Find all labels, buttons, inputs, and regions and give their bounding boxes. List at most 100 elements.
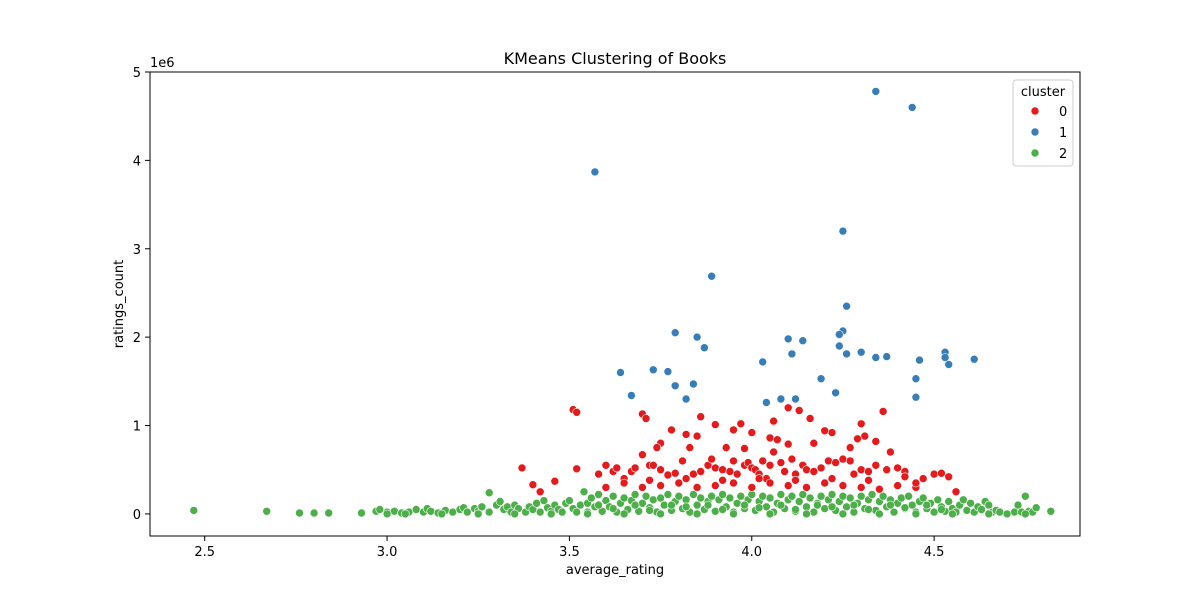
- point-cluster-0: [550, 476, 560, 486]
- point-cluster-2: [539, 496, 549, 505]
- x-tick-label: 3.0: [377, 545, 398, 560]
- point-cluster-2: [510, 509, 520, 519]
- point-cluster-2: [791, 505, 800, 514]
- point-cluster-2: [776, 490, 786, 499]
- y-tick-label: 0: [133, 508, 141, 523]
- point-cluster-2: [692, 509, 702, 519]
- point-cluster-0: [729, 425, 738, 435]
- point-cluster-2: [608, 504, 618, 513]
- legend-box: [1012, 79, 1074, 167]
- y-offset-label: 1e6: [150, 56, 175, 71]
- point-cluster-0: [638, 450, 647, 460]
- plot-frame: [149, 71, 1081, 537]
- point-cluster-2: [557, 507, 567, 517]
- point-cluster-2: [710, 506, 720, 516]
- point-cluster-0: [820, 426, 830, 436]
- point-cluster-0: [601, 460, 611, 470]
- point-cluster-2: [889, 507, 899, 517]
- point-cluster-0: [710, 463, 720, 473]
- point-cluster-2: [641, 491, 651, 501]
- point-cluster-0: [594, 469, 603, 479]
- point-cluster-1: [842, 301, 851, 311]
- point-cluster-2: [798, 490, 808, 499]
- point-cluster-2: [937, 505, 946, 514]
- point-cluster-1: [944, 360, 954, 369]
- point-cluster-1: [670, 381, 680, 391]
- point-cluster-0: [787, 454, 797, 464]
- point-cluster-2: [696, 493, 706, 503]
- point-cluster-0: [678, 456, 687, 466]
- point-cluster-2: [842, 502, 851, 512]
- point-cluster-0: [572, 464, 582, 474]
- point-cluster-0: [783, 481, 793, 490]
- point-cluster-2: [878, 491, 888, 501]
- point-cluster-2: [619, 509, 629, 519]
- point-cluster-2: [762, 502, 771, 512]
- point-cluster-1: [670, 328, 680, 338]
- point-cluster-0: [535, 487, 545, 497]
- point-cluster-0: [758, 456, 768, 466]
- point-cluster-1: [783, 334, 793, 344]
- point-cluster-1: [834, 330, 844, 339]
- point-cluster-1: [776, 394, 786, 404]
- point-cluster-0: [900, 472, 910, 482]
- point-cluster-0: [667, 425, 676, 435]
- point-cluster-2: [962, 506, 972, 515]
- point-cluster-1: [798, 336, 808, 346]
- point-cluster-0: [638, 483, 647, 492]
- point-cluster-2: [189, 506, 199, 515]
- x-axis-label: average_rating: [566, 563, 664, 578]
- point-cluster-0: [692, 483, 702, 492]
- point-cluster-1: [700, 343, 709, 353]
- point-cluster-1: [692, 332, 702, 342]
- point-cluster-0: [886, 447, 895, 457]
- point-cluster-2: [838, 491, 848, 501]
- point-cluster-2: [904, 491, 913, 501]
- point-cluster-0: [780, 467, 789, 476]
- point-cluster-0: [805, 414, 815, 423]
- point-cluster-0: [802, 465, 811, 475]
- point-cluster-0: [736, 419, 746, 429]
- point-cluster-2: [426, 506, 436, 516]
- point-cluster-2: [594, 500, 603, 510]
- point-cluster-2: [532, 498, 541, 508]
- point-cluster-0: [791, 475, 800, 485]
- point-cluster-0: [729, 456, 738, 466]
- point-cluster-0: [871, 460, 881, 470]
- point-cluster-2: [732, 498, 742, 508]
- point-cluster-2: [729, 509, 738, 519]
- point-cluster-2: [382, 509, 392, 519]
- point-cluster-2: [864, 505, 873, 514]
- point-cluster-0: [630, 463, 640, 473]
- point-cluster-2: [1031, 503, 1041, 513]
- point-cluster-2: [477, 502, 487, 512]
- point-cluster-0: [601, 483, 611, 492]
- point-cluster-0: [838, 481, 848, 490]
- point-cluster-0: [721, 443, 731, 452]
- point-cluster-2: [984, 500, 994, 510]
- point-cluster-0: [725, 467, 735, 476]
- point-cluster-2: [944, 497, 954, 506]
- point-cluster-0: [619, 478, 629, 488]
- point-cluster-2: [262, 506, 272, 516]
- point-cluster-2: [765, 493, 775, 503]
- point-cluster-2: [495, 497, 505, 506]
- point-cluster-0: [656, 481, 665, 490]
- point-cluster-2: [630, 500, 640, 510]
- point-cluster-2: [995, 507, 1005, 517]
- point-cluster-2: [663, 490, 673, 499]
- legend: cluster 0 1 2: [1012, 79, 1074, 167]
- point-cluster-2: [400, 509, 410, 519]
- point-cluster-0: [710, 420, 720, 429]
- point-cluster-1: [838, 226, 848, 236]
- point-cluster-0: [674, 478, 684, 488]
- point-cluster-2: [966, 498, 975, 508]
- point-cluster-2: [900, 503, 910, 513]
- point-cluster-0: [893, 463, 902, 473]
- point-cluster-2: [740, 500, 749, 510]
- point-cluster-0: [864, 467, 873, 476]
- point-cluster-2: [794, 497, 804, 506]
- point-cluster-0: [856, 419, 866, 429]
- point-cluster-0: [827, 428, 837, 437]
- point-cluster-0: [670, 468, 680, 478]
